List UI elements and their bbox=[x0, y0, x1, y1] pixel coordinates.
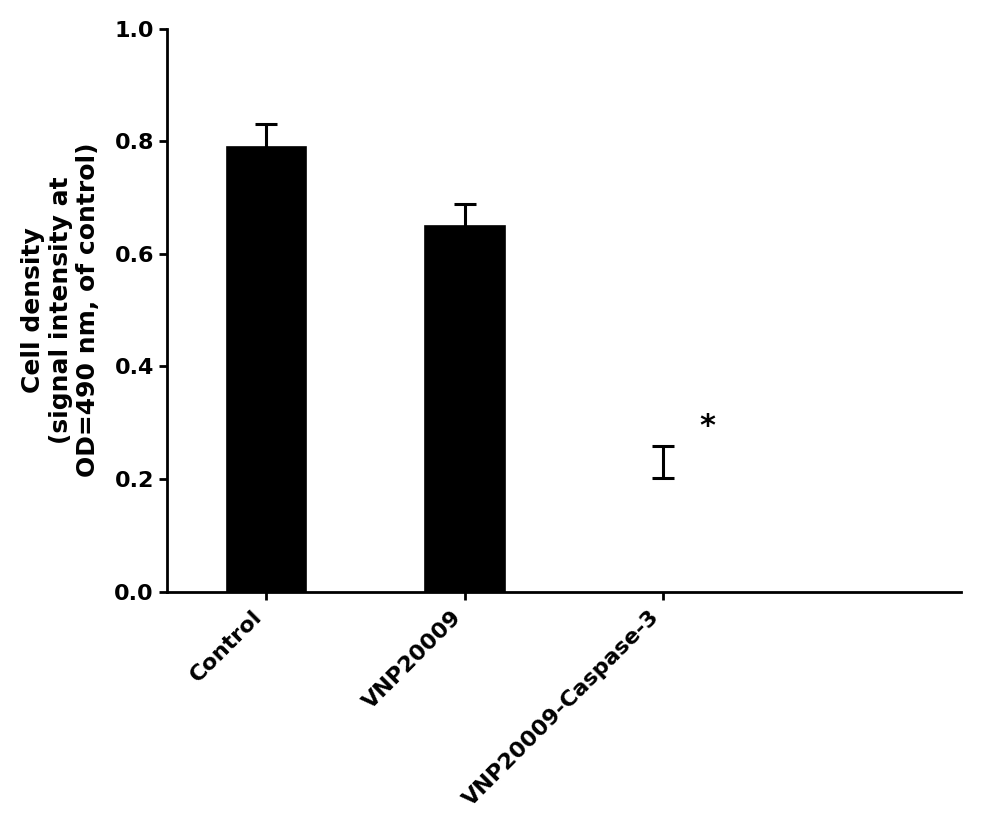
Y-axis label: Cell density
(signal intensity at
OD=490 nm, of control): Cell density (signal intensity at OD=490… bbox=[21, 143, 100, 478]
Text: *: * bbox=[699, 411, 715, 440]
Bar bbox=[624, 462, 703, 592]
Bar bbox=[425, 226, 505, 592]
Bar bbox=[227, 147, 306, 592]
